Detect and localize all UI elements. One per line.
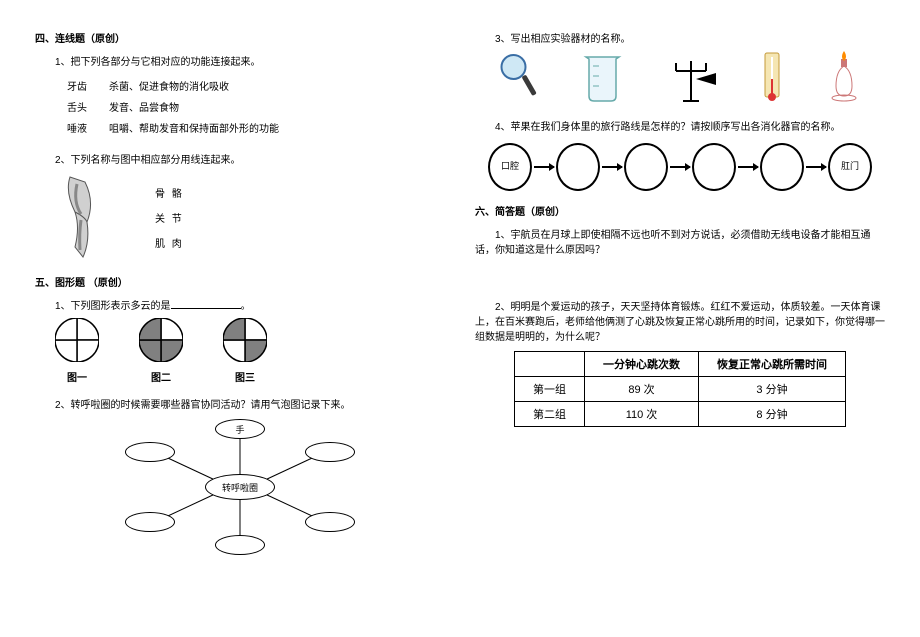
bubble-node	[305, 512, 355, 532]
pie-item: 图一	[55, 318, 99, 384]
pie-item: 图三	[223, 318, 267, 384]
heartbeat-table: 一分钟心跳次数 恢复正常心跳所需时间 第一组 89 次 3 分钟 第二组 110…	[514, 351, 846, 427]
bubble-node: 手	[215, 419, 265, 439]
q4r-text: 4、苹果在我们身体里的旅行路线是怎样的？请按顺序写出各消化器官的名称。	[475, 118, 885, 133]
pie-item: 图二	[139, 318, 183, 384]
arrow-icon	[534, 166, 554, 168]
arm-label: 肌 肉	[155, 235, 184, 250]
match-right: 杀菌、促进食物的消化吸收	[109, 76, 299, 95]
thermometer-icon	[761, 51, 783, 106]
section-4-title: 四、连线题（原创）	[35, 30, 445, 45]
q6-1-text: 1、宇航员在月球上即使相隔不远也听不到对方说话，必须借助无线电设备才能相互通话，…	[475, 226, 885, 256]
arm-labels: 骨 骼 关 节 肌 肉	[155, 175, 184, 260]
td: 3 分钟	[699, 377, 846, 402]
windvane-icon	[661, 51, 721, 106]
match-left: 唾液	[67, 118, 107, 137]
table-row: 第一组 89 次 3 分钟	[515, 377, 846, 402]
q4r: 4、苹果在我们身体里的旅行路线是怎样的？请按顺序写出各消化器官的名称。 口腔 肛…	[475, 118, 885, 191]
flow-node	[760, 143, 804, 191]
td: 89 次	[585, 377, 699, 402]
q6-2-text: 2、明明是个爱运动的孩子，天天坚持体育锻炼。红红不爱运动，体质较差。一天体育课上…	[475, 298, 885, 343]
flow-node	[692, 143, 736, 191]
q5-2-text: 2、转呼啦圈的时候需要哪些器官协同活动？请用气泡图记录下来。	[35, 396, 445, 411]
table-row: 舌头发音、品尝食物	[67, 97, 299, 116]
section-6-title: 六、简答题（原创）	[475, 203, 885, 218]
q5-1-text: 1、下列图形表示多云的是。	[35, 297, 445, 312]
alcohol-lamp-icon	[823, 51, 865, 106]
left-column: 四、连线题（原创） 1、把下列各部分与它相对应的功能连接起来。 牙齿杀菌、促进食…	[20, 30, 460, 607]
q4-1: 1、把下列各部分与它相对应的功能连接起来。 牙齿杀菌、促进食物的消化吸收 舌头发…	[35, 53, 445, 139]
flow-node	[624, 143, 668, 191]
magnifier-icon	[495, 51, 540, 106]
arm-icon	[55, 172, 125, 262]
arm-block: 骨 骼 关 节 肌 肉	[55, 172, 445, 262]
arrow-icon	[670, 166, 690, 168]
arrow-icon	[602, 166, 622, 168]
pie-icon	[55, 318, 99, 362]
arrow-icon	[738, 166, 758, 168]
q3: 3、写出相应实验器材的名称。	[475, 30, 885, 106]
bubble-node	[125, 442, 175, 462]
pie-row: 图一 图二 图三	[55, 318, 445, 384]
td: 110 次	[585, 402, 699, 427]
q5-1: 1、下列图形表示多云的是。 图一 图二 图三	[35, 297, 445, 384]
q6-2: 2、明明是个爱运动的孩子，天天坚持体育锻炼。红红不爱运动，体质较差。一天体育课上…	[475, 298, 885, 427]
match-right: 发音、品尝食物	[109, 97, 299, 116]
flow-node	[556, 143, 600, 191]
td: 第一组	[515, 377, 585, 402]
q4-1-text: 1、把下列各部分与它相对应的功能连接起来。	[35, 53, 445, 68]
pie-label: 图三	[223, 369, 267, 384]
pie-icon	[223, 318, 267, 362]
pie-label: 图一	[55, 369, 99, 384]
q3-text: 3、写出相应实验器材的名称。	[475, 30, 885, 45]
th: 一分钟心跳次数	[585, 352, 699, 377]
table-row: 唾液咀嚼、帮助发音和保持面部外形的功能	[67, 118, 299, 137]
section-5-title: 五、图形题 （原创）	[35, 274, 445, 289]
arm-label: 关 节	[155, 210, 184, 225]
right-column: 3、写出相应实验器材的名称。	[460, 30, 900, 607]
table-row: 第二组 110 次 8 分钟	[515, 402, 846, 427]
q4-2-text: 2、下列名称与图中相应部分用线连起来。	[35, 151, 445, 166]
q4-2: 2、下列名称与图中相应部分用线连起来。 骨 骼 关 节 肌 肉	[35, 151, 445, 262]
flow-node: 口腔	[488, 143, 532, 191]
pie-icon	[139, 318, 183, 362]
bubble-center: 转呼啦圈	[205, 474, 275, 500]
q6-1: 1、宇航员在月球上即使相隔不远也听不到对方说话，必须借助无线电设备才能相互通话，…	[475, 226, 885, 256]
pie-label: 图二	[139, 369, 183, 384]
arm-label: 骨 骼	[155, 185, 184, 200]
th	[515, 352, 585, 377]
table-row: 牙齿杀菌、促进食物的消化吸收	[67, 76, 299, 95]
match-left: 牙齿	[67, 76, 107, 95]
bubble-map: 转呼啦圈 手	[100, 417, 380, 557]
flow-node: 肛门	[828, 143, 872, 191]
bubble-node	[125, 512, 175, 532]
bubble-node	[215, 535, 265, 555]
instruments-row	[475, 51, 885, 106]
match-table: 牙齿杀菌、促进食物的消化吸收 舌头发音、品尝食物 唾液咀嚼、帮助发音和保持面部外…	[65, 74, 301, 139]
match-left: 舌头	[67, 97, 107, 116]
table-row: 一分钟心跳次数 恢复正常心跳所需时间	[515, 352, 846, 377]
q5-2: 2、转呼啦圈的时候需要哪些器官协同活动？请用气泡图记录下来。 转呼啦圈 手	[35, 396, 445, 557]
td: 8 分钟	[699, 402, 846, 427]
flow-chain: 口腔 肛门	[475, 143, 885, 191]
match-right: 咀嚼、帮助发音和保持面部外形的功能	[109, 118, 299, 137]
beaker-icon	[580, 51, 622, 106]
arrow-icon	[806, 166, 826, 168]
th: 恢复正常心跳所需时间	[699, 352, 846, 377]
td: 第二组	[515, 402, 585, 427]
bubble-node	[305, 442, 355, 462]
